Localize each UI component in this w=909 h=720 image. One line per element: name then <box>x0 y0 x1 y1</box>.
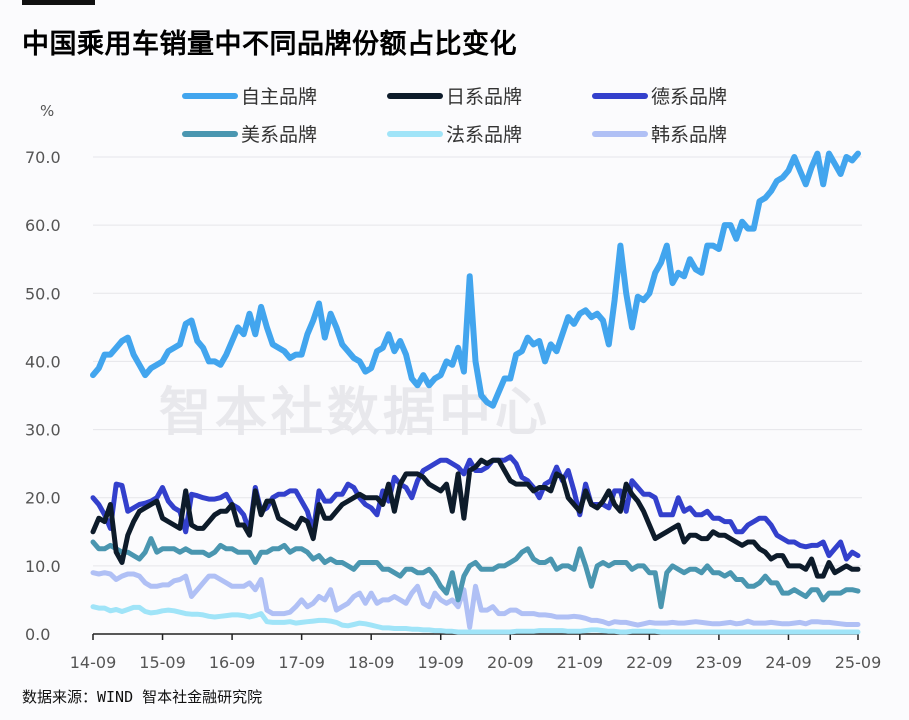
title-accent-bar <box>22 0 95 5</box>
y-tick-label: 70.0 <box>25 148 61 167</box>
x-tick-label: 19-09 <box>417 653 464 672</box>
y-tick-label: 50.0 <box>25 284 61 303</box>
x-tick-label: 14-09 <box>70 653 117 672</box>
series-line-日系品牌 <box>90 457 861 579</box>
y-tick-label: 30.0 <box>25 421 61 440</box>
x-tick-label: 25-09 <box>835 653 882 672</box>
x-tick-label: 20-09 <box>487 653 534 672</box>
y-tick-label: 10.0 <box>25 557 61 576</box>
x-tick-label: 18-09 <box>348 653 395 672</box>
y-tick-label: 40.0 <box>25 352 61 371</box>
x-tick-label: 23-09 <box>696 653 743 672</box>
legend-label: 德系品牌 <box>651 86 727 108</box>
y-axis-unit: % <box>40 102 54 120</box>
x-tick-label: 21-09 <box>557 653 604 672</box>
legend-label: 自主品牌 <box>241 86 317 108</box>
series-line-美系品牌 <box>90 536 861 610</box>
series-line-德系品牌 <box>90 454 861 562</box>
data-source: 数据来源：WIND 智本社金融研究院 <box>22 688 263 706</box>
y-tick-label: 0.0 <box>25 625 50 644</box>
legend-label: 美系品牌 <box>241 124 317 146</box>
x-tick-label: 22-09 <box>626 653 673 672</box>
legend-label: 法系品牌 <box>446 124 522 146</box>
y-tick-label: 60.0 <box>25 216 61 235</box>
x-tick-label: 16-09 <box>209 653 256 672</box>
chart-title: 中国乘用车销量中不同品牌份额占比变化 <box>22 29 517 60</box>
series-line-自主品牌 <box>90 150 861 409</box>
x-tick-label: 15-09 <box>139 653 186 672</box>
series-line-韩系品牌 <box>90 570 861 630</box>
series-line-法系品牌 <box>90 604 861 635</box>
x-tick-label: 24-09 <box>765 653 812 672</box>
x-tick-label: 17-09 <box>278 653 325 672</box>
legend-label: 日系品牌 <box>446 86 522 108</box>
y-tick-label: 20.0 <box>25 489 61 508</box>
legend-label: 韩系品牌 <box>651 124 727 146</box>
watermark: 智本社数据中心 <box>159 383 551 443</box>
